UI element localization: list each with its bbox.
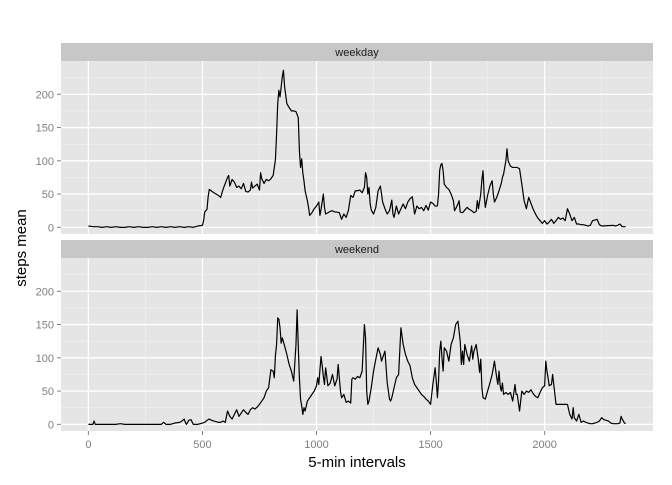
series-line-weekend [88, 309, 626, 425]
panels-layer: weekday 0 50 100 150 200 weekend 0 50 100 150 200 [36, 43, 653, 431]
panel-background [61, 258, 653, 431]
y-axis-title: steps mean [13, 209, 30, 287]
y-tick-label: 150 [36, 320, 54, 332]
y-tick-label: 200 [36, 89, 54, 101]
y-tick-label: 150 [36, 123, 54, 135]
facet-strip [61, 240, 653, 258]
y-tick-label: 50 [42, 189, 54, 201]
y-tick-label: 0 [48, 222, 54, 234]
x-tick-label: 500 [193, 439, 211, 451]
y-tick-label: 0 [48, 419, 54, 431]
x-tick-label: 2000 [532, 439, 556, 451]
panel-background [61, 61, 653, 234]
y-tick-label: 100 [36, 353, 54, 365]
y-tick-label: 200 [36, 286, 54, 298]
x-tick-label: 1000 [304, 439, 328, 451]
facet-strip [61, 43, 653, 61]
facet-panel-weekend: weekend 0 50 100 150 200 [36, 240, 653, 431]
facet-strip-label: weekday [334, 47, 379, 59]
x-tick-label: 1500 [418, 439, 442, 451]
facet-panel-weekday: weekday 0 50 100 150 200 [36, 43, 653, 234]
y-tick-label: 50 [42, 386, 54, 398]
x-tick-label: 0 [85, 439, 91, 451]
x-axis: 0 500 1000 1500 2000 [85, 431, 557, 451]
facet-strip-label: weekend [334, 244, 379, 256]
y-tick-label: 100 [36, 156, 54, 168]
x-axis-title: 5-min intervals [308, 454, 406, 471]
series-line-weekday [88, 69, 626, 228]
